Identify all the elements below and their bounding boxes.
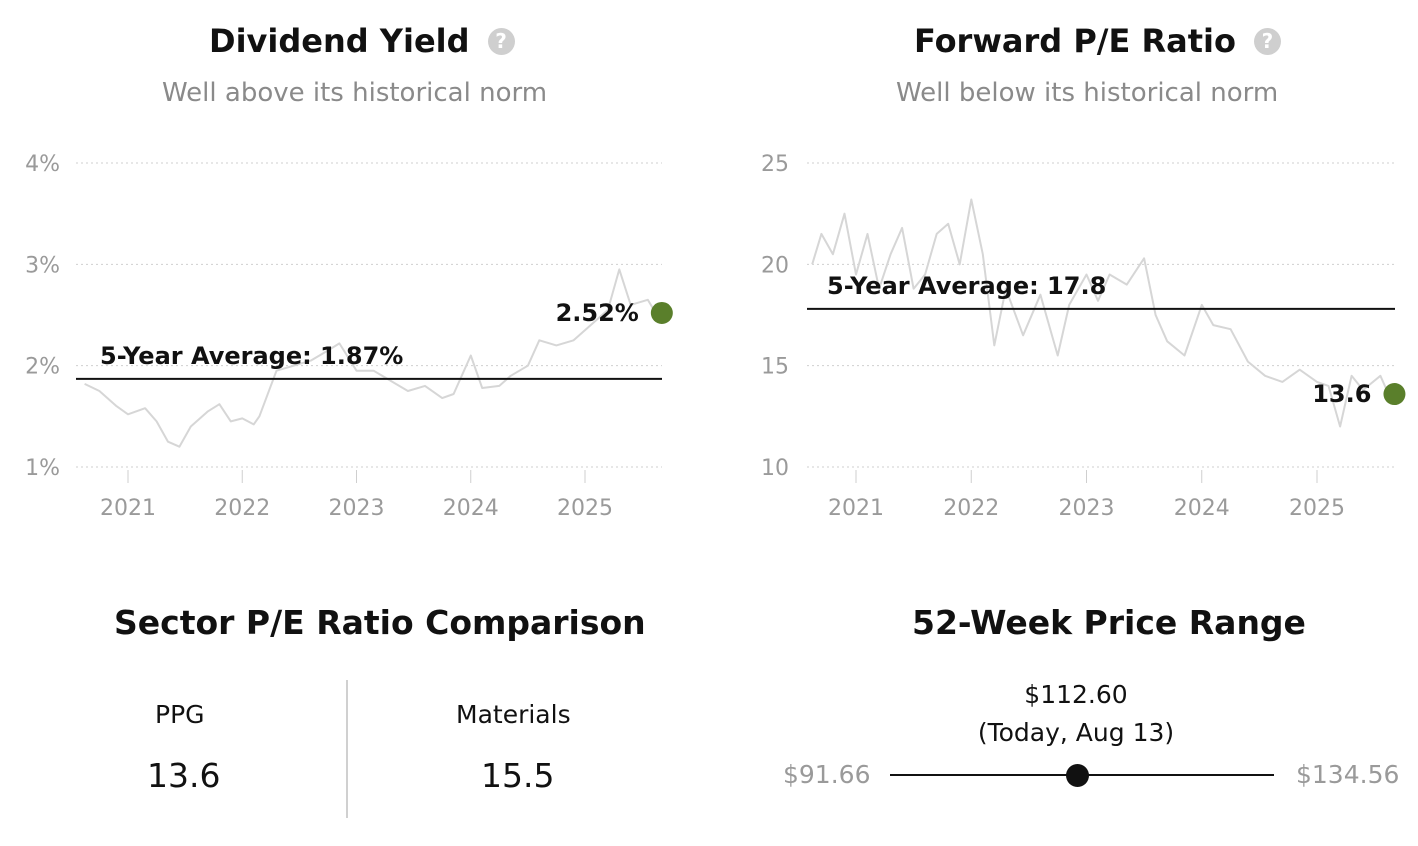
sector-right-name: Materials xyxy=(456,700,571,729)
x-tick-label: 2022 xyxy=(214,496,270,521)
sector-right-value: 15.5 xyxy=(481,756,554,795)
sector-pe-title: Sector P/E Ratio Comparison xyxy=(114,603,646,642)
forward-pe-title-text: Forward P/E Ratio xyxy=(914,22,1236,60)
series-line xyxy=(812,200,1388,427)
x-tick-label: 2021 xyxy=(828,496,884,521)
y-tick-label: 2% xyxy=(25,355,60,380)
x-tick-label: 2023 xyxy=(1059,496,1115,521)
y-tick-label: 1% xyxy=(25,456,60,481)
range-current-marker xyxy=(1066,764,1089,787)
current-value-label: 13.6 xyxy=(1312,380,1371,408)
current-value-label: 2.52% xyxy=(556,299,639,327)
forward-pe-title: Forward P/E Ratio ? xyxy=(914,22,1281,60)
y-tick-label: 25 xyxy=(761,152,789,177)
current-price-note: (Today, Aug 13) xyxy=(956,718,1196,747)
x-tick-label: 2021 xyxy=(100,496,156,521)
current-value-marker xyxy=(651,302,673,324)
current-value-marker xyxy=(1383,383,1405,405)
y-tick-label: 4% xyxy=(25,152,60,177)
x-tick-label: 2025 xyxy=(557,496,613,521)
sector-left-name: PPG xyxy=(155,700,205,729)
y-tick-label: 15 xyxy=(761,355,789,380)
current-price: $112.60 xyxy=(976,680,1176,709)
average-label: 5-Year Average: 17.8 xyxy=(827,272,1106,300)
dividend-yield-chart: 1% 2% 3% 4% 2021 2022 2023 2024 2025 5-Year Avera… xyxy=(0,130,709,540)
sector-divider xyxy=(346,680,348,818)
question-circle-icon[interactable]: ? xyxy=(488,28,515,55)
dividend-yield-subtitle: Well above its historical norm xyxy=(162,78,547,108)
x-tick-label: 2024 xyxy=(443,496,499,521)
x-tick-label: 2024 xyxy=(1174,496,1230,521)
average-label: 5-Year Average: 1.87% xyxy=(100,342,403,370)
y-tick-label: 10 xyxy=(761,456,789,481)
sector-left-value: 13.6 xyxy=(147,756,220,795)
range-low: $91.66 xyxy=(783,760,870,789)
range-high: $134.56 xyxy=(1296,760,1399,789)
dividend-yield-title: Dividend Yield ? xyxy=(209,22,515,60)
x-tick-label: 2025 xyxy=(1289,496,1345,521)
price-range-title: 52-Week Price Range xyxy=(912,603,1306,642)
forward-pe-subtitle: Well below its historical norm xyxy=(896,78,1278,108)
dividend-yield-title-text: Dividend Yield xyxy=(209,22,470,60)
y-tick-label: 20 xyxy=(761,253,789,278)
y-tick-label: 3% xyxy=(25,253,60,278)
x-tick-label: 2022 xyxy=(943,496,999,521)
question-circle-icon[interactable]: ? xyxy=(1254,28,1281,55)
x-tick-label: 2023 xyxy=(329,496,385,521)
